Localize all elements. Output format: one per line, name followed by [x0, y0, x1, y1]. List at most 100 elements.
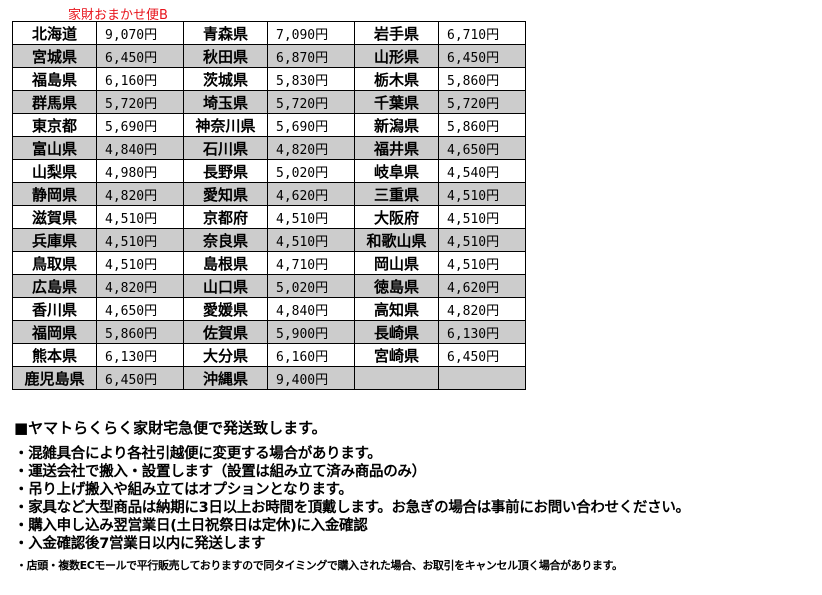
price-cell: 4,620円 [438, 274, 526, 298]
price-cell: 4,510円 [96, 251, 184, 275]
prefecture-cell: 愛知県 [183, 182, 268, 206]
price-cell: 4,510円 [96, 228, 184, 252]
prefecture-cell: 福島県 [12, 67, 97, 91]
price-cell: 4,620円 [267, 182, 355, 206]
price-cell: 6,130円 [438, 320, 526, 344]
price-cell: 4,510円 [438, 228, 526, 252]
prefecture-cell: 奈良県 [183, 228, 268, 252]
prefecture-cell [354, 366, 439, 390]
price-cell: 4,840円 [96, 136, 184, 160]
price-cell: 5,830円 [267, 67, 355, 91]
table-row: 東京都 5,690円 神奈川県 5,690円 新潟県 5,860円 [12, 113, 526, 137]
prefecture-cell: 栃木県 [354, 67, 439, 91]
price-cell: 5,690円 [267, 113, 355, 137]
price-cell: 5,720円 [96, 90, 184, 114]
table-row: 滋賀県 4,510円 京都府 4,510円 大阪府 4,510円 [12, 205, 526, 229]
table-caption: 家財おまかせ便B [68, 8, 168, 23]
small-note: ・店頭・複数ECモールで平行販売しておりますので同タイミングで購入された場合、お… [16, 559, 623, 572]
prefecture-cell: 福岡県 [12, 320, 97, 344]
price-cell: 5,720円 [438, 90, 526, 114]
price-cell: 4,510円 [438, 182, 526, 206]
prefecture-cell: 大分県 [183, 343, 268, 367]
prefecture-cell: 鹿児島県 [12, 366, 97, 390]
prefecture-cell: 宮城県 [12, 44, 97, 68]
price-cell: 6,130円 [96, 343, 184, 367]
prefecture-cell: 広島県 [12, 274, 97, 298]
note-line: ・吊り上げ搬入や組み立てはオプションとなります。 [14, 482, 353, 498]
prefecture-cell: 佐賀県 [183, 320, 268, 344]
price-cell: 5,860円 [96, 320, 184, 344]
price-cell: 4,510円 [96, 205, 184, 229]
prefecture-cell: 三重県 [354, 182, 439, 206]
price-cell: 4,510円 [267, 228, 355, 252]
table-row: 福島県 6,160円 茨城県 5,830円 栃木県 5,860円 [12, 67, 526, 91]
prefecture-cell: 長崎県 [354, 320, 439, 344]
prefecture-cell: 愛媛県 [183, 297, 268, 321]
note-line: ・家具など大型商品は納期に3日以上お時間を頂戴します。お急ぎの場合は事前にお問い… [14, 500, 690, 516]
price-cell: 9,070円 [96, 21, 184, 45]
table-row: 北海道 9,070円 青森県 7,090円 岩手県 6,710円 [12, 21, 526, 45]
table-row: 静岡県 4,820円 愛知県 4,620円 三重県 4,510円 [12, 182, 526, 206]
price-cell: 5,020円 [267, 159, 355, 183]
prefecture-cell: 茨城県 [183, 67, 268, 91]
prefecture-cell: 島根県 [183, 251, 268, 275]
price-cell: 6,710円 [438, 21, 526, 45]
prefecture-cell: 東京都 [12, 113, 97, 137]
table-row: 山梨県 4,980円 長野県 5,020円 岐阜県 4,540円 [12, 159, 526, 183]
price-cell: 6,450円 [438, 44, 526, 68]
price-cell: 5,020円 [267, 274, 355, 298]
prefecture-cell: 兵庫県 [12, 228, 97, 252]
prefecture-cell: 静岡県 [12, 182, 97, 206]
prefecture-cell: 山梨県 [12, 159, 97, 183]
prefecture-cell: 和歌山県 [354, 228, 439, 252]
table-row: 香川県 4,650円 愛媛県 4,840円 高知県 4,820円 [12, 297, 526, 321]
prefecture-cell: 石川県 [183, 136, 268, 160]
price-cell: 5,720円 [267, 90, 355, 114]
table-row: 兵庫県 4,510円 奈良県 4,510円 和歌山県 4,510円 [12, 228, 526, 252]
prefecture-cell: 沖縄県 [183, 366, 268, 390]
note-line: ・入金確認後7営業日以内に発送します [14, 536, 266, 552]
prefecture-cell: 富山県 [12, 136, 97, 160]
prefecture-cell: 香川県 [12, 297, 97, 321]
price-cell: 6,450円 [96, 366, 184, 390]
price-cell: 6,160円 [96, 67, 184, 91]
table-row: 福岡県 5,860円 佐賀県 5,900円 長崎県 6,130円 [12, 320, 526, 344]
prefecture-cell: 大阪府 [354, 205, 439, 229]
table-row: 熊本県 6,130円 大分県 6,160円 宮崎県 6,450円 [12, 343, 526, 367]
prefecture-cell: 秋田県 [183, 44, 268, 68]
prefecture-cell: 群馬県 [12, 90, 97, 114]
note-line: ・購入申し込み翌営業日(土日祝祭日は定休)に入金確認 [14, 518, 368, 534]
prefecture-cell: 福井県 [354, 136, 439, 160]
note-line: ・運送会社で搬入・設置します（設置は組み立て済み商品のみ） [14, 464, 426, 480]
price-cell: 4,650円 [438, 136, 526, 160]
table-row: 広島県 4,820円 山口県 5,020円 徳島県 4,620円 [12, 274, 526, 298]
price-cell: 4,840円 [267, 297, 355, 321]
price-cell: 4,650円 [96, 297, 184, 321]
prefecture-cell: 岩手県 [354, 21, 439, 45]
prefecture-cell: 北海道 [12, 21, 97, 45]
price-cell: 4,510円 [438, 251, 526, 275]
notes-heading: ■ヤマトらくらく家財宅急便で発送致します。 [14, 419, 327, 437]
table-row: 鳥取県 4,510円 島根県 4,710円 岡山県 4,510円 [12, 251, 526, 275]
price-cell: 4,820円 [96, 274, 184, 298]
prefecture-cell: 新潟県 [354, 113, 439, 137]
prefecture-cell: 埼玉県 [183, 90, 268, 114]
price-cell: 4,540円 [438, 159, 526, 183]
prefecture-cell: 岡山県 [354, 251, 439, 275]
prefecture-cell: 徳島県 [354, 274, 439, 298]
price-cell: 6,160円 [267, 343, 355, 367]
prefecture-cell: 山口県 [183, 274, 268, 298]
prefecture-cell: 京都府 [183, 205, 268, 229]
prefecture-cell: 鳥取県 [12, 251, 97, 275]
price-cell: 5,690円 [96, 113, 184, 137]
price-cell: 4,510円 [438, 205, 526, 229]
prefecture-cell: 熊本県 [12, 343, 97, 367]
prefecture-cell: 宮崎県 [354, 343, 439, 367]
prefecture-cell: 山形県 [354, 44, 439, 68]
price-cell [438, 366, 526, 390]
table-row: 宮城県 6,450円 秋田県 6,870円 山形県 6,450円 [12, 44, 526, 68]
price-cell: 9,400円 [267, 366, 355, 390]
prefecture-cell: 高知県 [354, 297, 439, 321]
price-cell: 7,090円 [267, 21, 355, 45]
prefecture-cell: 千葉県 [354, 90, 439, 114]
